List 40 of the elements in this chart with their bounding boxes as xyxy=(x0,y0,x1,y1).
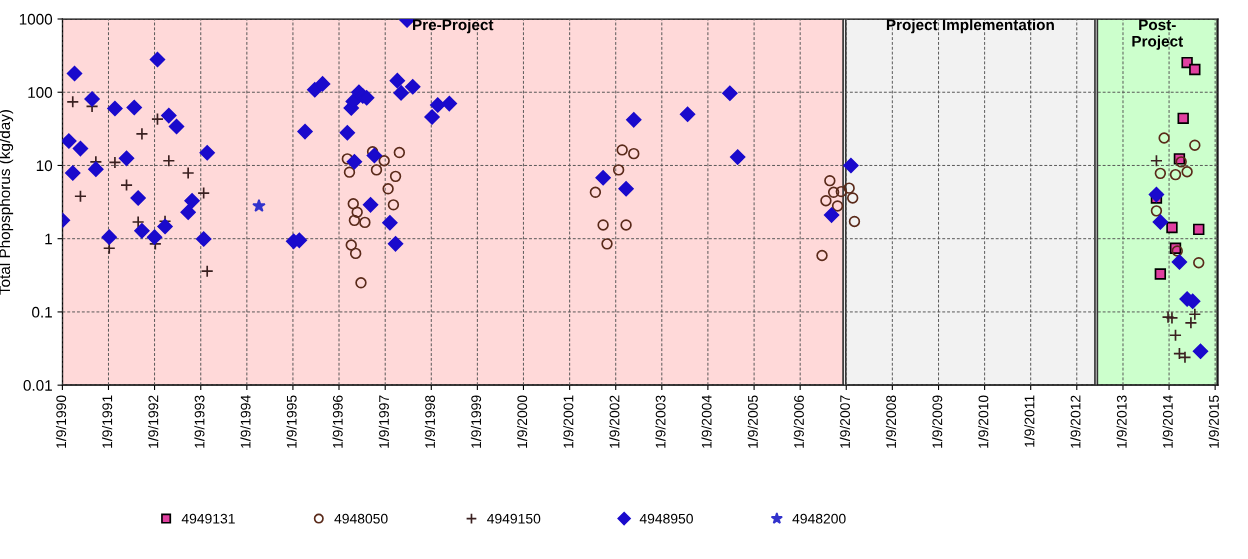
legend-label: 4948950 xyxy=(639,513,693,524)
x-tick-label: 1/9/1995 xyxy=(286,395,297,448)
x-tick-label: 1/9/2015 xyxy=(1208,395,1219,448)
x-tick-label: 1/9/1997 xyxy=(378,395,389,448)
x-tick-label: 1/9/1991 xyxy=(102,395,113,448)
x-tick-label: 1/9/1998 xyxy=(424,395,436,448)
y-tick-label: 0.01 xyxy=(23,380,52,391)
x-tick-label: 1/9/2013 xyxy=(1116,395,1127,448)
x-tick-label: 1/9/1990 xyxy=(55,395,67,448)
x-tick-label: 1/9/2009 xyxy=(932,395,943,448)
x-tick-label: 1/9/2012 xyxy=(1070,395,1081,448)
x-tick-label: 1/9/2006 xyxy=(793,395,804,448)
legend-label: 4949150 xyxy=(487,513,541,524)
legend-label: 4949131 xyxy=(181,513,235,524)
x-tick-label: 1/9/1992 xyxy=(148,395,159,448)
legend-label: 4948200 xyxy=(792,513,846,524)
x-tick-label: 1/9/2014 xyxy=(1162,395,1173,448)
x-tick-label: 1/9/2010 xyxy=(978,395,989,448)
y-tick-label: 1 xyxy=(45,233,52,245)
x-tick-label: 1/9/2000 xyxy=(516,395,528,448)
band-label: Project Implementation xyxy=(886,19,1054,34)
legend-label: 4948050 xyxy=(334,513,388,524)
x-tick-label: 1/9/2002 xyxy=(609,395,620,448)
y-tick-label: 0.1 xyxy=(32,306,52,318)
band-label: Post- Project xyxy=(1132,19,1183,50)
y-tick-label: 1000 xyxy=(19,13,53,25)
x-tick-label: 1/9/2011 xyxy=(1024,395,1035,447)
x-tick-label: 1/9/2001 xyxy=(563,395,574,448)
y-tick-label: 10 xyxy=(36,160,53,172)
x-tick-label: 1/9/1993 xyxy=(194,395,205,448)
x-tick-label: 1/9/1994 xyxy=(240,395,251,448)
band-label: Pre-Project xyxy=(413,19,494,34)
x-tick-label: 1/9/2004 xyxy=(701,395,712,448)
x-tick-label: 1/9/2007 xyxy=(839,395,850,448)
x-tick-label: 1/9/2005 xyxy=(747,395,758,448)
x-tick-label: 1/9/1996 xyxy=(332,395,343,448)
x-tick-label: 1/9/1999 xyxy=(470,395,482,448)
x-tick-label: 1/9/2008 xyxy=(885,395,897,448)
y-tick-label: 100 xyxy=(28,87,53,98)
x-tick-label: 1/9/2003 xyxy=(655,395,666,448)
